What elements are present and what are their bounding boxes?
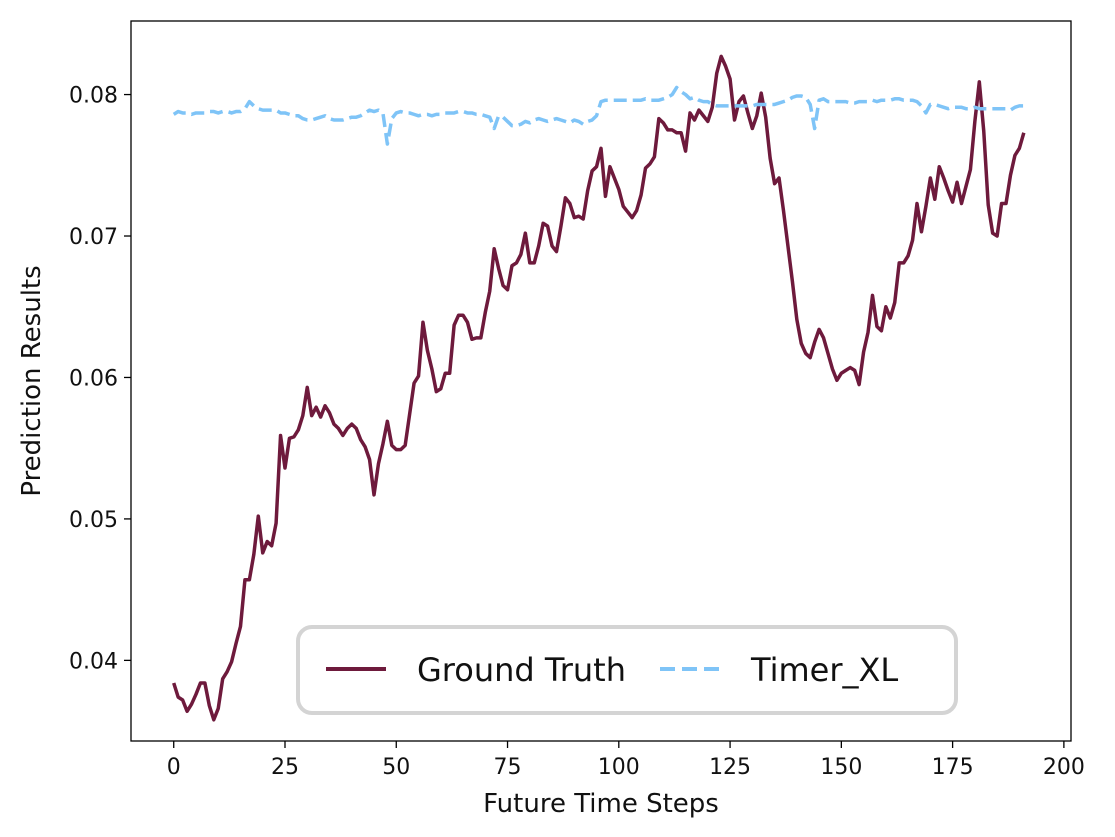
y-axis: 0.04 0.05 0.06 0.07 0.08 [69,84,131,674]
legend-label-ground-truth: Ground Truth [417,651,626,689]
x-tick-label: 175 [932,755,974,780]
x-tick-label: 0 [167,755,181,780]
legend: Ground Truth Timer_XL [296,625,958,715]
legend-box [296,625,958,715]
y-tick-label: 0.08 [69,84,118,109]
x-tick-label: 50 [382,755,410,780]
y-tick-label: 0.06 [69,366,118,391]
plot-area-frame [130,20,1072,742]
y-tick-label: 0.05 [69,508,118,533]
y-tick-label: 0.04 [69,649,118,674]
x-axis-label: Future Time Steps [483,789,719,819]
series-line-timer-xl [172,85,1024,146]
x-tick-label: 25 [271,755,299,780]
y-axis-label: Prediction Results [17,265,47,496]
x-tick-label: 100 [598,755,640,780]
x-tick-label: 125 [709,755,751,780]
legend-label-timer-xl: Timer_XL [750,651,898,689]
series-layer [172,54,1026,722]
x-tick-label: 150 [820,755,862,780]
x-tick-label: 200 [1043,755,1085,780]
x-axis: 0 25 50 75 100 125 150 175 200 [167,741,1085,780]
y-tick-label: 0.07 [69,225,118,250]
series-line-ground-truth [172,54,1026,722]
x-tick-label: 75 [494,755,522,780]
